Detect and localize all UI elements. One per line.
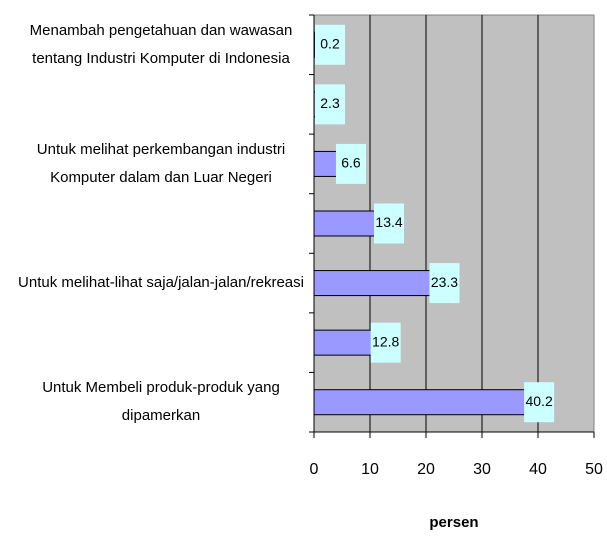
data-label-box <box>315 24 345 65</box>
y-tick-label: Untuk melihat-lihat saja/jalan-jalan/rek… <box>18 274 304 292</box>
data-label: 23.3 <box>431 274 458 290</box>
data-label: 2.3 <box>320 95 340 111</box>
y-tick-label: Untuk Membeli produk-produk yang dipamer… <box>42 379 280 425</box>
data-label-box <box>374 203 405 244</box>
data-label: 0.2 <box>320 35 340 51</box>
x-tick-label: 50 <box>585 461 603 478</box>
y-tick-label: Menambah pengetahuan dan wawasan tentang… <box>29 21 293 67</box>
y-tick-label: Untuk melihat perkembangan industri Komp… <box>36 140 286 186</box>
data-label-box <box>315 84 345 125</box>
data-label: 13.4 <box>375 214 402 230</box>
bar <box>313 31 316 58</box>
x-tick-label: 30 <box>473 461 491 478</box>
data-label: 6.6 <box>341 155 361 171</box>
x-tick-label: 10 <box>361 461 379 478</box>
x-tick-label: 40 <box>529 461 547 478</box>
data-label-box <box>429 263 460 304</box>
data-label-box <box>524 382 555 423</box>
data-label: 12.8 <box>372 333 399 349</box>
x-axis-label: persen <box>429 514 478 531</box>
data-label: 40.2 <box>525 393 552 409</box>
x-tick-label: 0 <box>310 461 319 478</box>
bar <box>313 389 540 416</box>
x-tick-label: 20 <box>417 461 435 478</box>
data-label-box <box>335 143 366 184</box>
data-label-box <box>370 322 401 363</box>
bar <box>313 270 445 297</box>
